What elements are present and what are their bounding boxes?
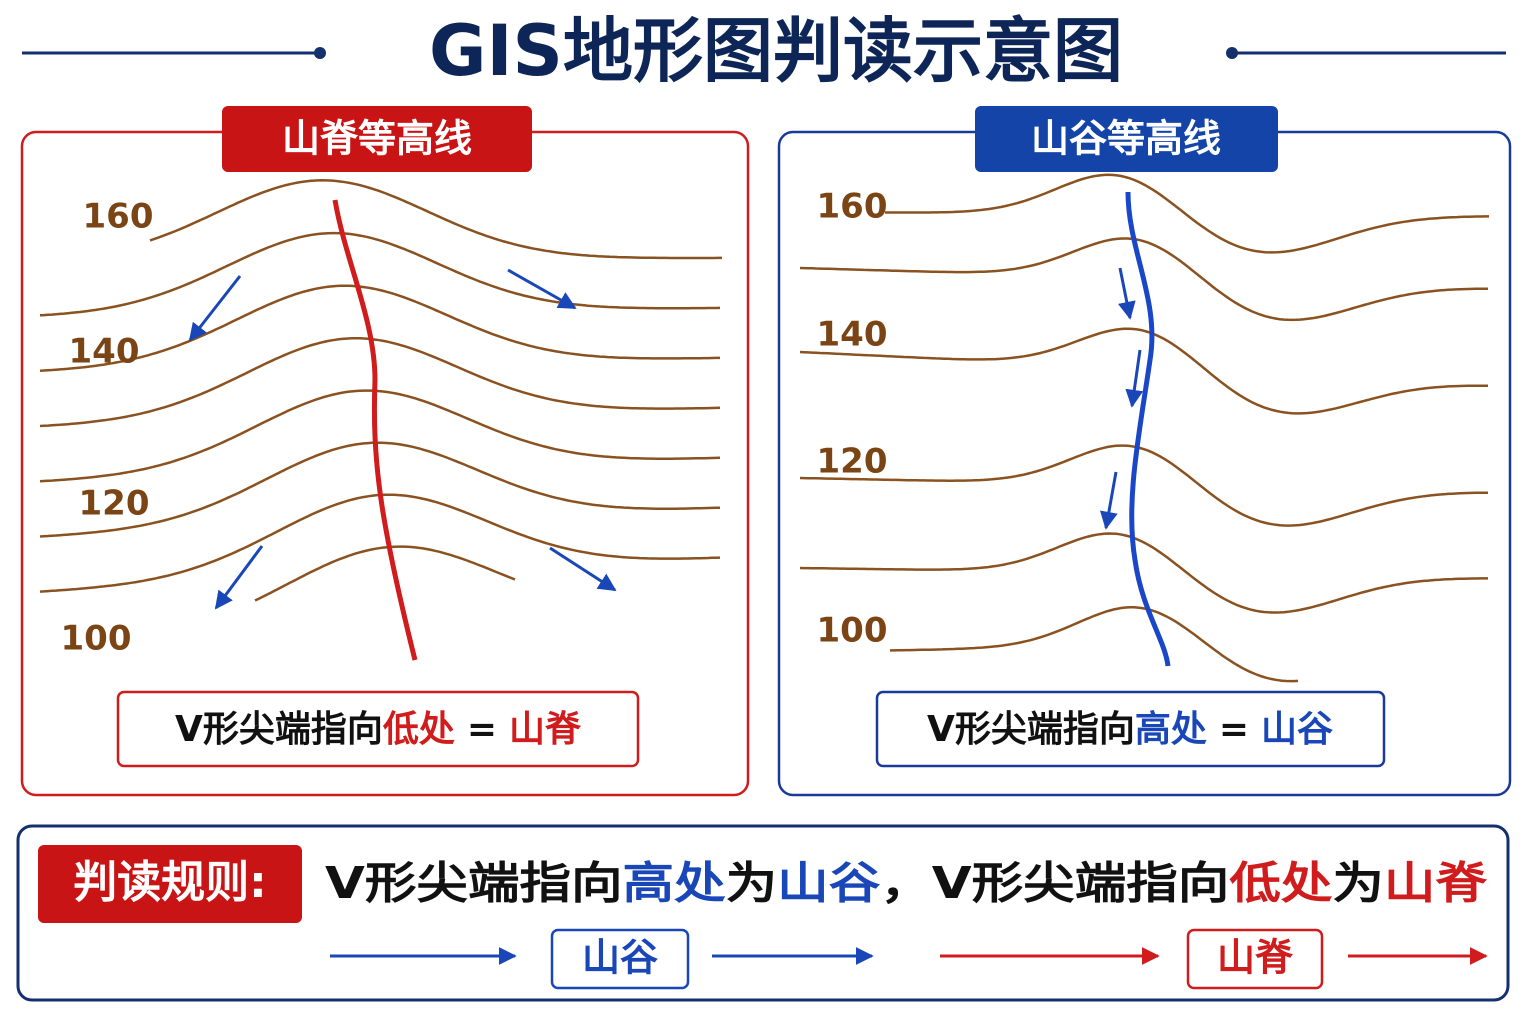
contour-label: 160 — [83, 197, 154, 237]
caption-part: 山谷 — [1261, 709, 1333, 750]
caption-part: 低处 — [383, 709, 455, 750]
title: GIS地形图判读示意图 — [429, 10, 1123, 92]
rule-text: V形尖端指向 高处为山谷， V形尖端指向 低处为山脊 — [325, 858, 1488, 909]
caption-part: V形尖端指向 — [175, 709, 383, 750]
contour-label: 120 — [79, 484, 150, 524]
contours — [799, 173, 1489, 683]
title-dot — [1226, 47, 1238, 59]
caption-box — [116, 690, 640, 768]
panel-title-box — [975, 106, 1278, 172]
contour-label: 100 — [61, 619, 132, 659]
contour-line — [254, 545, 516, 602]
caption-part: 高处 — [1135, 709, 1207, 750]
title-dot — [314, 47, 326, 59]
contour-line — [39, 284, 720, 372]
contour-line — [799, 532, 1488, 614]
caption-part: V形尖端指向 — [927, 709, 1135, 750]
rule-part: 高处 — [623, 858, 726, 909]
rule-part: 山谷 — [777, 858, 880, 909]
rule-part: V形尖端指向 — [932, 858, 1230, 909]
arrows — [188, 268, 617, 610]
caption-part: 山脊 — [509, 709, 582, 750]
panel-title: 山谷等高线 — [1031, 117, 1221, 161]
contour-line — [39, 389, 721, 483]
contour-line — [799, 327, 1488, 415]
rule-part: 低处 — [1229, 858, 1332, 909]
contour-label: 160 — [817, 187, 888, 227]
caption-part: = — [467, 709, 497, 750]
contour-line — [39, 441, 721, 538]
contour-label: 140 — [69, 332, 140, 372]
rule-frame — [16, 824, 1510, 1002]
tag-box — [1186, 928, 1324, 990]
contours — [39, 179, 722, 602]
rule-part: 为 — [726, 858, 778, 909]
contour-line — [799, 237, 1488, 322]
caption: V形尖端指向高处 = 山谷 — [927, 709, 1333, 750]
arrows — [1099, 267, 1144, 530]
rule-part: V形尖端指向 — [325, 858, 623, 909]
contour-line — [799, 444, 1488, 527]
contour-label: 100 — [817, 611, 888, 651]
contour-label: 120 — [817, 442, 888, 482]
contour-line — [890, 606, 1299, 683]
contour-line — [39, 231, 721, 317]
tag: 山脊 — [1217, 936, 1294, 980]
panel-title: 山脊等高线 — [282, 117, 472, 161]
caption-box — [875, 690, 1386, 768]
rule-label-box — [38, 845, 302, 923]
tag-box — [550, 928, 690, 990]
caption: V形尖端指向低处 = 山脊 — [175, 709, 582, 750]
rule-part: ， — [880, 858, 932, 909]
tag: 山谷 — [582, 936, 658, 980]
rule-label: 判读规则: — [73, 857, 267, 908]
ridge-line — [332, 199, 418, 661]
contour-label: 140 — [817, 315, 888, 355]
panel-title-box — [222, 106, 532, 172]
valley-line — [1125, 191, 1171, 667]
rule-part: 为 — [1332, 858, 1384, 909]
contour-line — [885, 173, 1489, 254]
contour-line — [149, 179, 722, 260]
caption-part: = — [1219, 709, 1249, 750]
rule-part: 山脊 — [1384, 858, 1488, 909]
contour-line — [39, 336, 721, 428]
